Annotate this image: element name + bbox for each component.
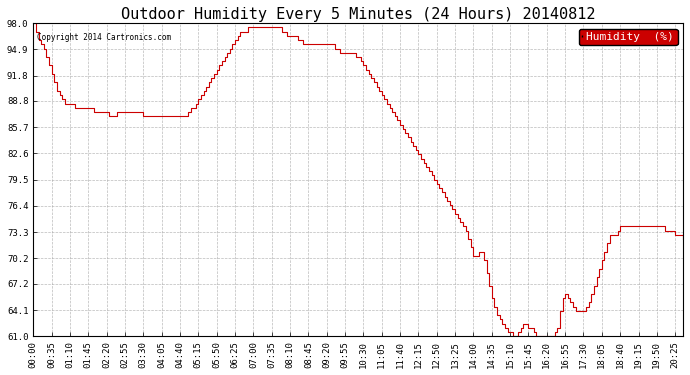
Title: Outdoor Humidity Every 5 Minutes (24 Hours) 20140812: Outdoor Humidity Every 5 Minutes (24 Hou… (121, 7, 595, 22)
Text: Copyright 2014 Cartronics.com: Copyright 2014 Cartronics.com (37, 33, 170, 42)
Legend: Humidity  (%): Humidity (%) (579, 28, 678, 45)
